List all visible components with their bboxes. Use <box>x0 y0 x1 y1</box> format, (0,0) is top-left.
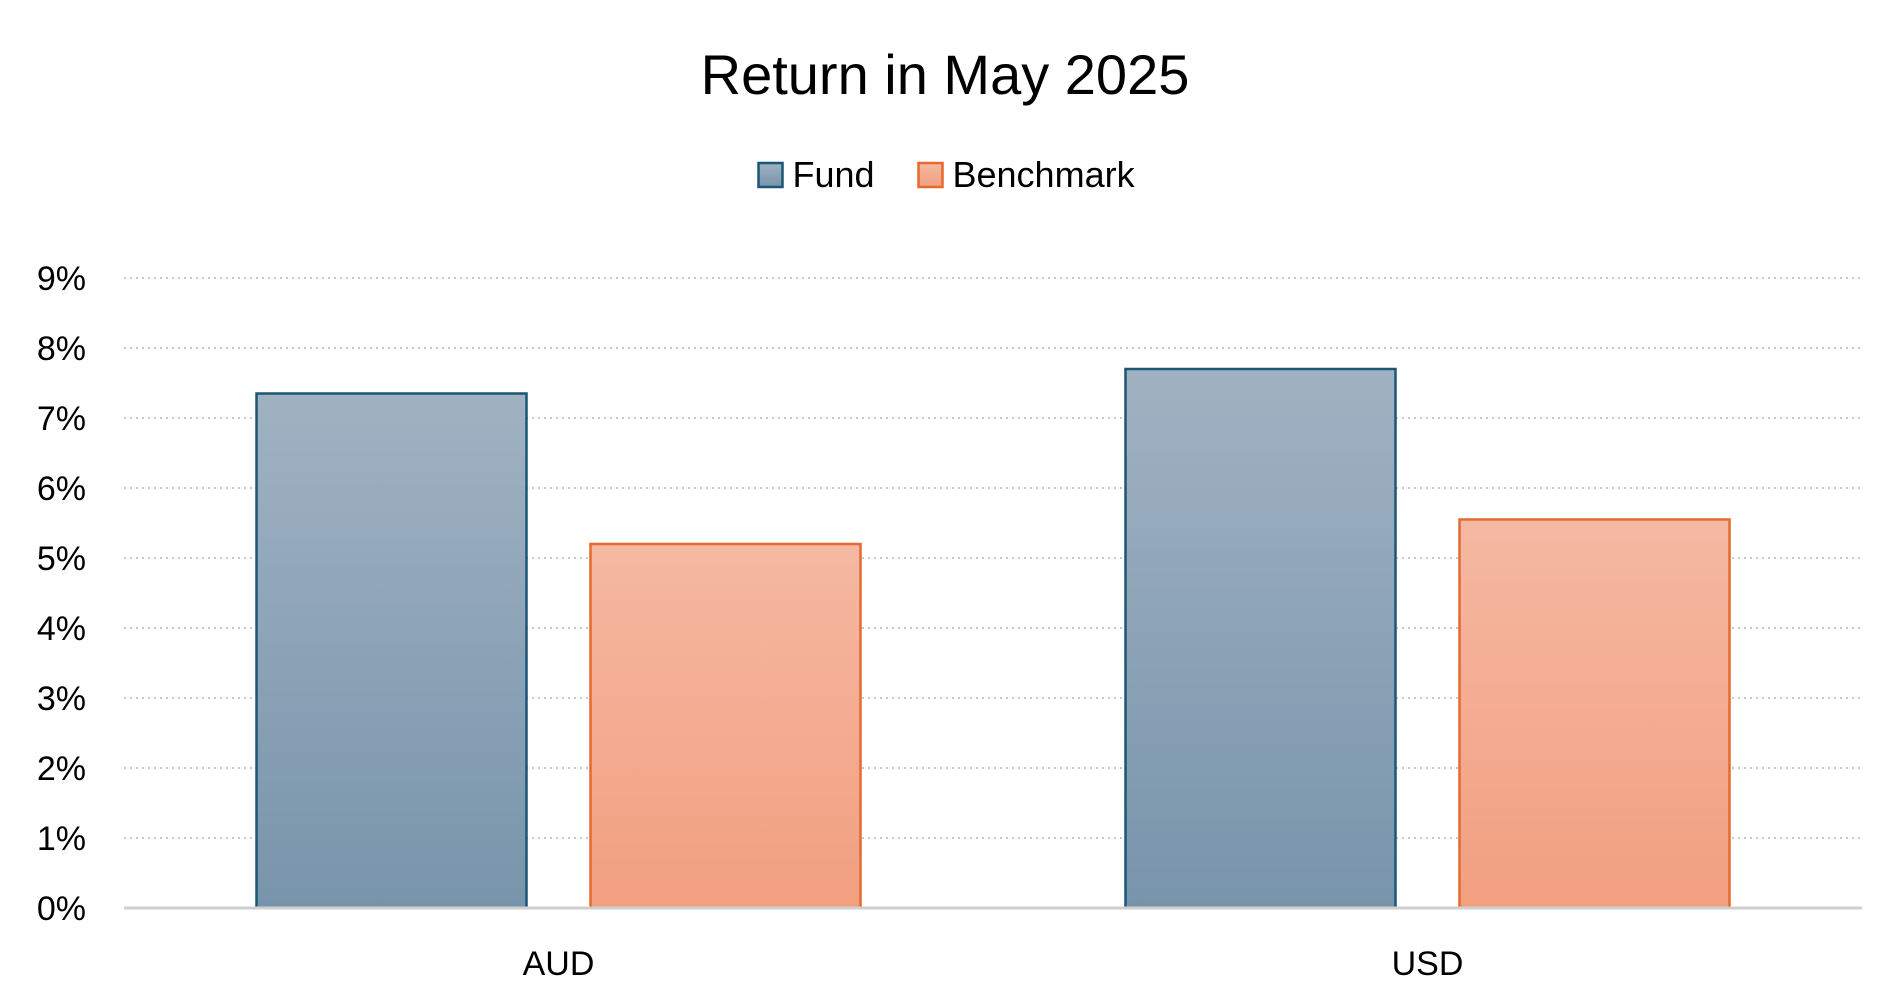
bar-fund-usd <box>1124 367 1397 910</box>
y-tick-label: 8% <box>37 330 86 368</box>
y-tick-label: 9% <box>37 260 86 298</box>
legend-swatch-fund <box>757 161 784 189</box>
y-tick-label: 7% <box>37 400 86 438</box>
y-tick-label: 0% <box>37 890 86 928</box>
y-tick-label: 6% <box>37 470 86 508</box>
legend-label-benchmark: Benchmark <box>953 154 1136 195</box>
y-tick-label: 1% <box>37 820 86 858</box>
bar-benchmark-usd <box>1458 518 1731 910</box>
legend-label-fund: Fund <box>793 154 875 195</box>
x-tick-label: USD <box>1392 945 1464 983</box>
y-tick-label: 4% <box>37 610 86 648</box>
y-axis-ticks: 0% 1% 2% 3% 4% 5% 6% 7% 8% 9% <box>37 260 86 928</box>
bar-fund-aud <box>255 392 528 910</box>
y-tick-label: 2% <box>37 750 86 788</box>
legend: Fund Benchmark <box>757 154 1136 195</box>
bars <box>255 367 1731 910</box>
legend-swatch-benchmark <box>917 161 944 189</box>
y-tick-label: 3% <box>37 680 86 718</box>
y-tick-label: 5% <box>37 540 86 578</box>
chart-title: Return in May 2025 <box>701 43 1190 106</box>
x-axis-labels: AUD USD <box>523 945 1464 983</box>
x-tick-label: AUD <box>523 945 595 983</box>
bar-benchmark-aud <box>589 542 862 910</box>
